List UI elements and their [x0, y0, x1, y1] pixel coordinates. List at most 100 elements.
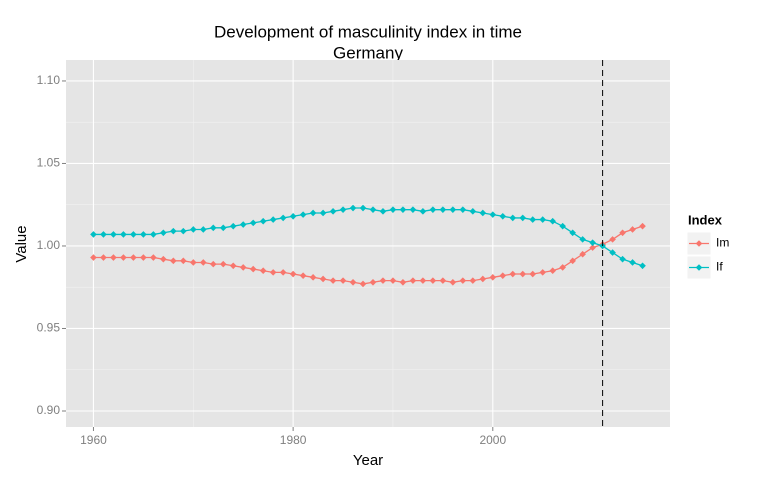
- data-point: [359, 280, 367, 288]
- data-point: [239, 221, 247, 228]
- data-point: [439, 277, 447, 284]
- legend-title: Index: [688, 212, 723, 227]
- legend-label: Im: [716, 236, 729, 250]
- data-point: [110, 254, 117, 261]
- data-point: [469, 277, 477, 284]
- data-point: [219, 224, 227, 232]
- data-point: [539, 216, 547, 223]
- data-point: [379, 277, 387, 284]
- data-point: [279, 269, 287, 276]
- data-point: [569, 229, 576, 237]
- data-point: [239, 264, 247, 271]
- data-point: [419, 277, 427, 284]
- y-tick-label: 0.95: [37, 321, 61, 335]
- data-point: [469, 208, 477, 215]
- data-point: [329, 208, 337, 215]
- data-point: [259, 267, 267, 275]
- data-point: [529, 270, 537, 278]
- data-point: [609, 249, 616, 256]
- data-point: [100, 231, 107, 238]
- data-point: [589, 244, 596, 251]
- data-point: [579, 236, 586, 243]
- data-point: [279, 214, 287, 222]
- legend-label: If: [716, 260, 723, 274]
- x-axis-label: Year: [353, 452, 383, 469]
- data-point: [269, 216, 277, 223]
- data-point: [369, 278, 377, 286]
- data-point: [589, 239, 596, 246]
- data-point: [409, 206, 417, 213]
- y-axis-label: Value: [13, 225, 30, 262]
- data-point: [329, 277, 337, 284]
- data-point: [379, 208, 387, 215]
- data-point: [189, 226, 197, 233]
- data-point: [389, 206, 397, 213]
- data-point: [639, 222, 646, 230]
- data-point: [199, 259, 207, 266]
- data-point: [429, 277, 437, 284]
- data-point: [499, 272, 507, 279]
- data-point: [299, 272, 307, 279]
- data-point: [309, 209, 317, 217]
- data-point: [619, 255, 626, 263]
- data-point: [339, 206, 347, 213]
- data-point: [150, 231, 157, 238]
- data-point: [130, 231, 137, 238]
- data-point: [229, 262, 237, 270]
- data-point: [399, 278, 407, 286]
- data-point: [499, 212, 507, 220]
- data-point: [269, 269, 277, 276]
- data-point: [219, 260, 227, 268]
- y-tick-label: 1.00: [37, 238, 61, 252]
- data-point: [389, 277, 397, 284]
- data-point: [339, 277, 347, 284]
- y-tick-label: 1.05: [37, 156, 61, 170]
- y-tick-label: 0.90: [37, 403, 61, 417]
- data-point: [409, 277, 417, 284]
- data-point: [90, 254, 97, 261]
- data-point: [439, 206, 447, 213]
- data-point: [519, 270, 527, 278]
- legend-marker: [695, 264, 703, 271]
- data-point: [299, 211, 307, 218]
- data-point: [170, 227, 177, 235]
- data-point: [479, 275, 487, 283]
- plot-panel: [66, 60, 670, 427]
- data-point: [639, 262, 646, 270]
- data-point: [619, 229, 626, 237]
- data-point: [539, 269, 547, 276]
- data-point: [509, 270, 517, 278]
- data-point: [489, 211, 497, 218]
- data-point: [170, 257, 177, 265]
- data-point: [209, 224, 217, 232]
- data-point: [130, 254, 137, 261]
- data-point: [249, 219, 257, 227]
- data-point: [180, 227, 187, 235]
- data-point: [120, 231, 127, 238]
- data-point: [319, 275, 327, 283]
- data-point: [140, 254, 147, 261]
- data-point: [559, 222, 566, 230]
- data-point: [569, 257, 576, 265]
- data-point: [459, 206, 467, 213]
- data-point: [609, 236, 616, 243]
- data-point: [100, 254, 107, 261]
- data-point: [519, 214, 527, 222]
- x-tick-label: 2000: [479, 433, 506, 447]
- data-point: [509, 214, 517, 222]
- data-point: [309, 274, 317, 281]
- data-point: [180, 257, 187, 265]
- data-point: [120, 254, 127, 261]
- data-point: [489, 274, 497, 281]
- data-point: [349, 278, 357, 286]
- data-point: [629, 259, 636, 266]
- legend-marker: [695, 240, 703, 247]
- x-tick-label: 1980: [280, 433, 307, 447]
- data-point: [209, 260, 217, 268]
- chart-subtitle: Germany: [333, 43, 403, 62]
- x-tick-label: 1960: [80, 433, 107, 447]
- data-point: [90, 231, 97, 238]
- data-point: [110, 231, 117, 238]
- data-point: [160, 255, 167, 263]
